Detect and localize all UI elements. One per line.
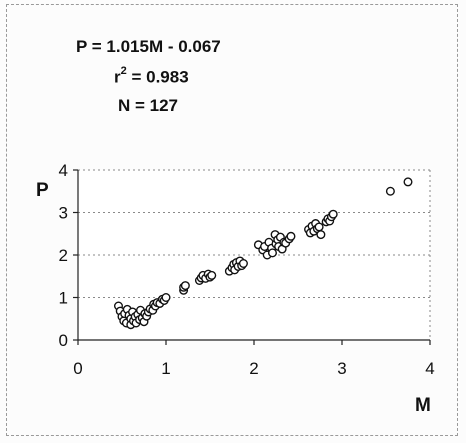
r-squared-prefix: r [114,67,121,87]
data-point [328,209,338,219]
y-tick-label: 0 [59,331,68,350]
data-point [286,231,296,241]
x-tick-label: 2 [249,359,258,378]
data-point [180,281,190,291]
data-point [314,222,324,232]
x-tick-label: 3 [337,359,346,378]
r-squared-label: r2 = 0.983 [114,65,189,88]
data-point [385,186,395,196]
y-tick-label: 4 [59,161,68,180]
y-tick-label: 3 [59,204,68,223]
data-point [403,177,413,187]
r-squared-value: = 0.983 [126,67,189,87]
x-tick-label: 0 [73,359,82,378]
data-point [207,270,217,280]
x-tick-label: 1 [161,359,170,378]
data-point [161,293,171,303]
regression-equation: P = 1.015M - 0.067 [76,37,221,56]
data-point [267,248,277,258]
r-squared-superscript: 2 [120,65,127,77]
x-axis-title: M [415,395,431,416]
x-tick-label: 4 [425,359,434,378]
data-point [238,259,248,269]
sample-size-label: N = 127 [118,96,179,115]
y-tick-label: 1 [59,289,68,308]
data-point [316,230,326,240]
chart-border [6,4,458,436]
y-axis-title: P [36,180,49,201]
y-tick-label: 2 [59,246,68,265]
